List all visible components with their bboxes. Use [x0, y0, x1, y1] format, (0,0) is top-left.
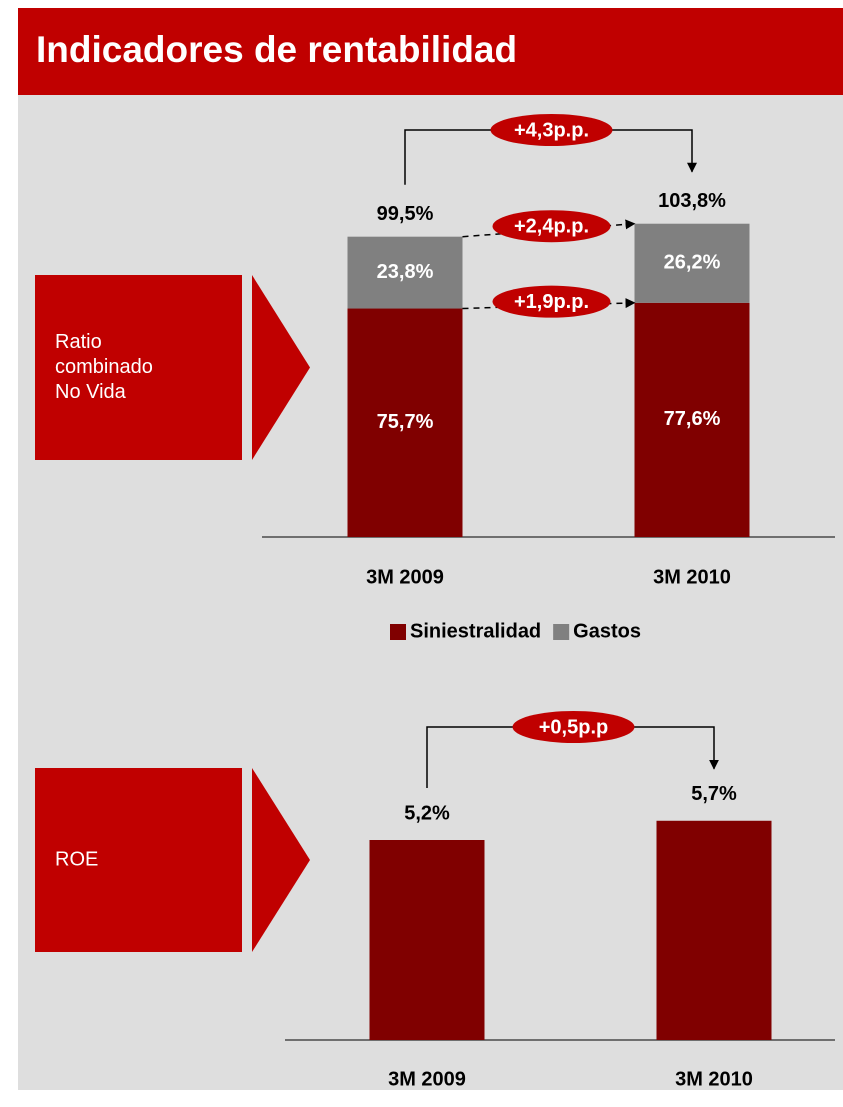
header [18, 8, 843, 95]
annotation-oval [512, 711, 635, 743]
panel-arrow [252, 768, 310, 952]
x-tick-label: 3M 2010 [675, 1068, 753, 1090]
annotation: +1,9p.p. [514, 291, 589, 313]
legend-swatch [553, 624, 570, 640]
annotation: +2,4p.p. [514, 215, 589, 237]
value-label: 5,2% [404, 802, 450, 824]
x-tick-label: 3M 2009 [388, 1068, 466, 1090]
bar [369, 840, 485, 1040]
value-label: 23,8% [377, 261, 434, 283]
annotation: +4,3p.p. [514, 119, 589, 141]
total-label: 99,5% [377, 203, 434, 225]
x-tick-label: 3M 2009 [366, 566, 444, 588]
annotation-oval [492, 210, 611, 243]
panel-label: Ratio [55, 331, 102, 353]
bar-segment [634, 302, 750, 537]
legend-swatch [390, 624, 406, 640]
value-label: 75,7% [377, 411, 434, 433]
value-label: 26,2% [664, 252, 721, 274]
bar-segment [347, 236, 463, 309]
total-label: 103,8% [658, 190, 726, 212]
annotation-oval [490, 114, 613, 146]
value-label: 77,6% [664, 408, 721, 430]
x-tick-label: 3M 2010 [653, 566, 731, 588]
panel-label: No Vida [55, 381, 127, 403]
bar-segment [634, 223, 750, 303]
panel-label: ROE [55, 848, 98, 870]
bar-segment [347, 308, 463, 537]
legend-label: Siniestralidad [410, 620, 541, 642]
value-label: 5,7% [691, 783, 737, 805]
panel [35, 768, 242, 952]
annotation-oval [492, 285, 611, 318]
legend-label: Gastos [573, 620, 641, 642]
bar [656, 820, 772, 1040]
annotation: +0,5p.p [539, 716, 608, 738]
panel-label: combinado [55, 356, 153, 378]
page-title: Indicadores de rentabilidad [36, 29, 517, 70]
panel-arrow [252, 275, 310, 460]
panel [35, 275, 242, 460]
